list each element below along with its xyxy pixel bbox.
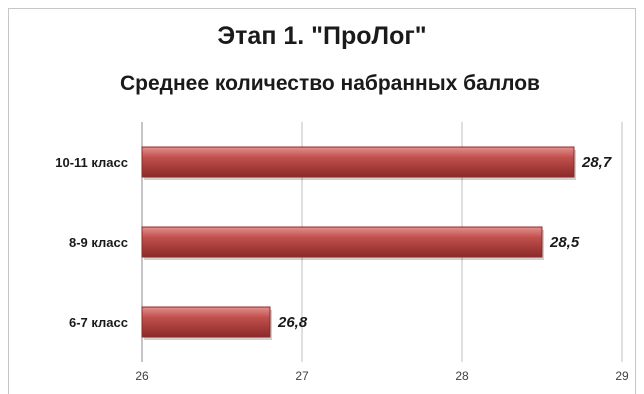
category-label: 10-11 класс xyxy=(55,155,128,170)
chart-frame xyxy=(8,8,636,394)
chart-title: Этап 1. "ПроЛог" xyxy=(217,22,427,50)
category-labels: 10-11 класс 8-9 класс 6-7 класс xyxy=(55,155,128,330)
category-label: 8-9 класс xyxy=(69,235,128,250)
bar xyxy=(141,226,543,258)
bar xyxy=(141,306,271,338)
data-label: 28,7 xyxy=(581,154,612,171)
chart-subtitle: Среднее количество набранных баллов xyxy=(120,72,540,95)
data-labels: 28,7 28,5 26,8 xyxy=(277,154,612,331)
x-tick-label: 28 xyxy=(455,369,469,383)
x-tick-label: 26 xyxy=(135,369,149,383)
data-label: 28,5 xyxy=(549,234,580,251)
bars xyxy=(141,146,576,340)
category-label: 6-7 класс xyxy=(69,315,128,330)
x-tick-label: 29 xyxy=(615,369,629,383)
x-axis-ticks: 26 27 28 29 xyxy=(135,369,629,383)
x-tick-label: 27 xyxy=(295,369,309,383)
bar xyxy=(141,146,575,178)
data-label: 26,8 xyxy=(277,314,308,331)
